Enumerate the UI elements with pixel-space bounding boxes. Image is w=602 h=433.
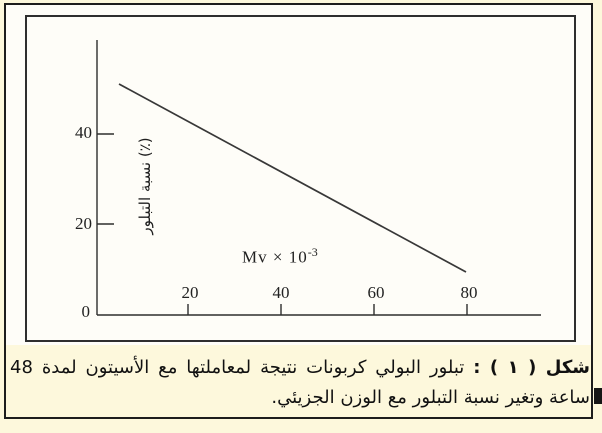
caption-line-1-text: تبلور البولي كربونات نتيجة لمعاملتها مع … <box>10 357 465 378</box>
page-edge-scan-mark <box>594 388 602 404</box>
chart-frame <box>25 15 576 342</box>
y-tick-label-40: 40 <box>75 123 92 142</box>
x-tick-label-80: 80 <box>460 283 478 302</box>
x-tick-label-60: 60 <box>367 283 385 302</box>
x-tick-label-20: 20 <box>181 283 199 302</box>
x-axis-title-base: Mv × 10 <box>242 247 308 267</box>
y-tick-label-0: 0 <box>81 302 91 321</box>
y-tick-label-20: 20 <box>75 214 92 233</box>
caption-figure-label: شكل ( ١ ) : <box>473 357 590 378</box>
caption-line-2: ساعة وتغير نسبة التبلور مع الوزن الجزيئي… <box>271 387 590 408</box>
caption-line-1: شكل ( ١ ) : تبلور البولي كربونات نتيجة ل… <box>10 353 590 383</box>
x-axis-title-exponent: -3 <box>307 245 318 259</box>
y-axis-title: نسبة التبلور (٪) <box>136 137 154 235</box>
x-axis-title: Mv × 10-3 <box>242 245 318 268</box>
page-border <box>4 3 593 419</box>
figure-caption: شكل ( ١ ) : تبلور البولي كربونات نتيجة ل… <box>10 353 590 413</box>
x-tick-label-40: 40 <box>272 283 290 302</box>
